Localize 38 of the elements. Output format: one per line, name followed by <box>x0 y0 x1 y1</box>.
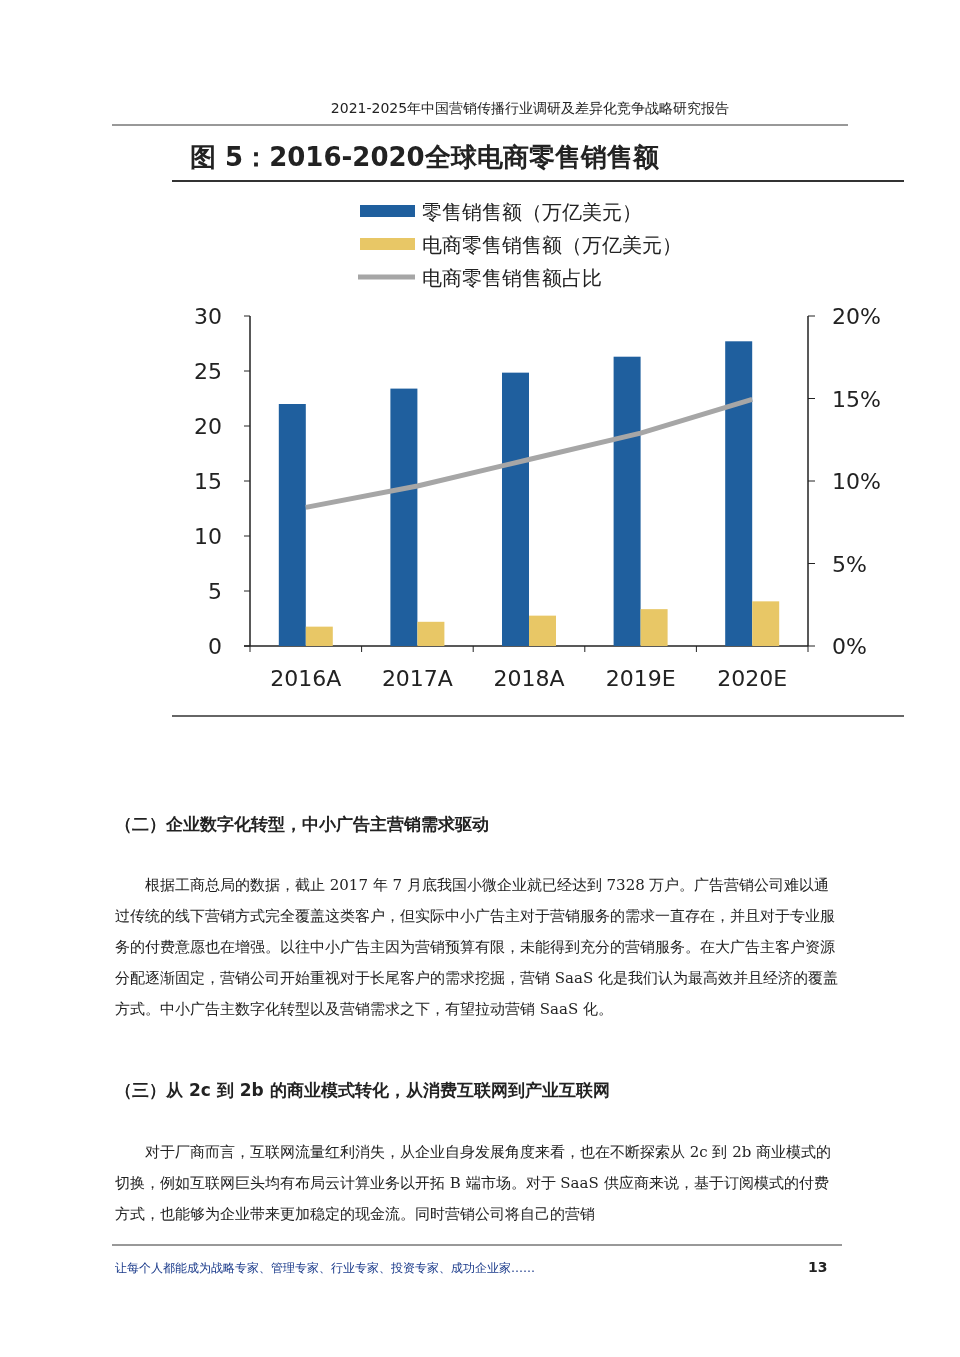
x-tick-label: 2018A <box>493 666 565 691</box>
annotation: 根据工商总局的数据，截止 2017 年 7 月底我国小微企业就已经达到 7328 万户。广告营销公司难以通过传统的线下营销方式完全覆盖这类客户，但实际中小广告主对于营销服务的需求一直存在，并且对于专业服务的付费意愿也在增强。以往中小广告主因为营销预算有限，未能得到充分的营销服务。在大广告主客户资源分配逐渐固定，营销公司开始重视对于长尾客户的需求挖掘，营销 SaaS 化是我们认为最高效并且经济的覆盖方式。中小广告主数字化转型以及营销需求之下，有望拉动营销 SaaS 化。 <box>115 875 839 1020</box>
bar <box>502 372 529 646</box>
bar <box>613 356 641 646</box>
y-tick-label: 25 <box>194 359 222 384</box>
legend-label: 电商零售销售额占比 <box>422 266 602 290</box>
bar <box>640 609 668 646</box>
annotation: 13 <box>808 1259 828 1275</box>
x-tick-label: 2016A <box>270 666 342 691</box>
y2-tick-label: 5% <box>832 551 867 577</box>
y-tick-label: 5 <box>208 579 222 604</box>
x-tick-label: 2017A <box>381 666 453 691</box>
annotation: 让每个人都能成为战略专家、管理专家、行业专家、投资专家、成功企业家…… <box>115 1260 535 1277</box>
y2-tick-label: 0% <box>832 634 867 659</box>
chart-title: 图 5：2016-2020全球电商零售销售额 <box>190 142 660 172</box>
y-tick-label: 20 <box>194 414 222 439</box>
y-tick-label: 30 <box>194 304 222 329</box>
bar <box>529 615 556 646</box>
x-tick-label: 2020E <box>717 666 788 691</box>
y2-tick-label: 20% <box>832 304 881 329</box>
legend-label: 零售销售额（万亿美元） <box>422 200 642 224</box>
annotation: （二）企业数字化转型，中小广告主营销需求驱动 <box>115 813 489 836</box>
y2-tick-label: 15% <box>832 386 881 412</box>
legend-label: 电商零售销售额（万亿美元） <box>422 233 682 257</box>
annotation: 对于厂商而言，互联网流量红利消失，从企业自身发展角度来看，也在不断探索从 2c 到 2b 商业模式的切换，例如互联网巨头均有布局云计算业务以开拓 B 端市场。对于 SaaS 供应商来说，基于订阅模式的付费方式，也能够为企业带来更加稳定的现金流。同时营销公司将自己的营销 <box>115 1142 833 1225</box>
y2-tick-label: 10% <box>832 469 881 494</box>
y-tick-label: 15 <box>194 469 222 494</box>
bar <box>390 388 418 646</box>
bar <box>752 601 780 646</box>
y-tick-label: 0 <box>208 634 222 659</box>
annotation: （三）从 2c 到 2b 的商业模式转化，从消费互联网到产业互联网 <box>115 1079 610 1102</box>
bar <box>417 621 445 646</box>
x-tick-label: 2019E <box>605 666 676 691</box>
annotation: 2021-2025年中国营销传播行业调研及差异化竞争战略研究报告 <box>329 100 731 118</box>
y-tick-label: 10 <box>194 524 222 549</box>
bar <box>725 341 753 646</box>
bar <box>278 404 306 646</box>
bar <box>305 626 333 646</box>
